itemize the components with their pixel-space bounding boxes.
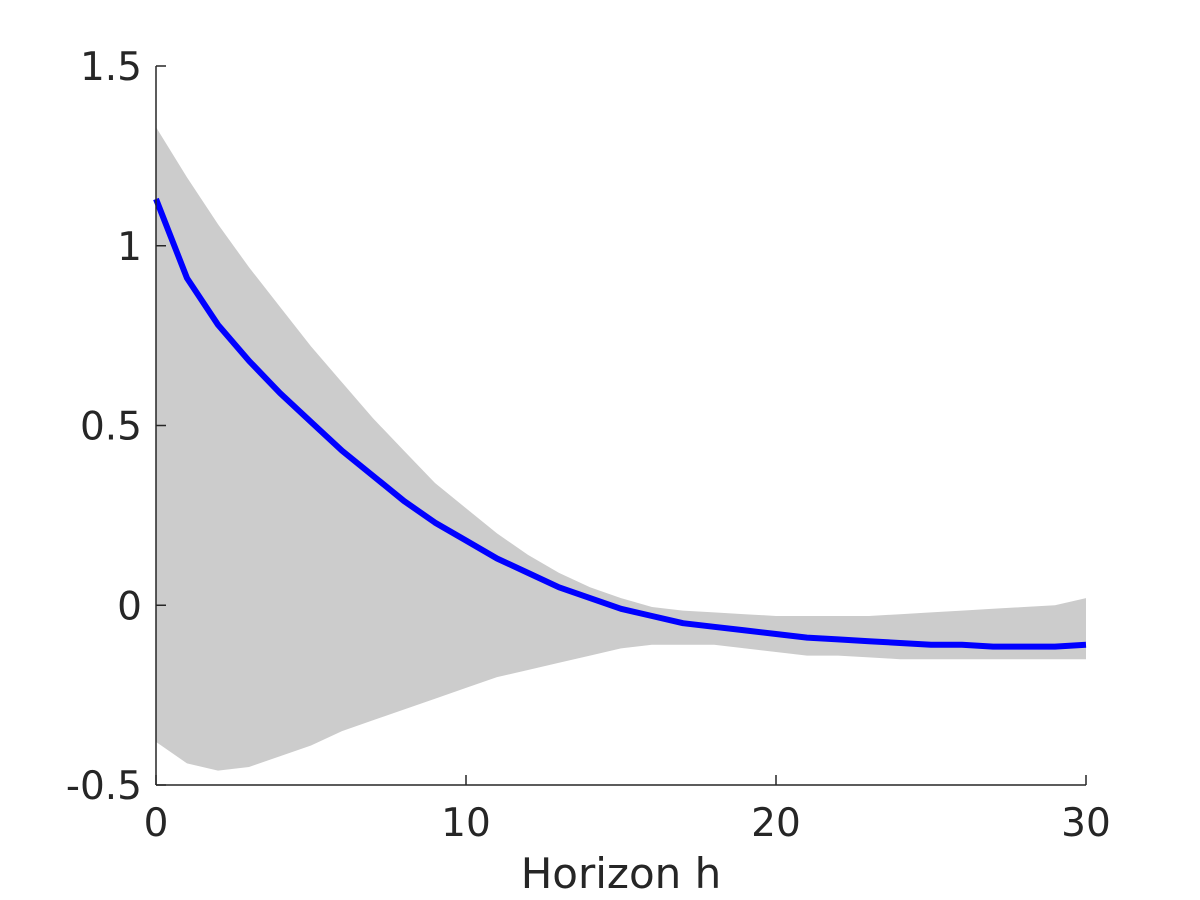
x-tick-label: 10: [441, 801, 491, 846]
x-axis-title: Horizon h: [521, 849, 722, 898]
x-tick-label: 0: [144, 801, 169, 846]
y-tick-label: 0: [117, 584, 142, 629]
tick-marks: 0 10 20 30-0.500.511.5: [66, 45, 1111, 846]
y-tick-label: 1: [117, 225, 142, 270]
y-tick-label: -0.5: [66, 764, 142, 809]
series-line: [153, 197, 1087, 650]
confidence-band: [156, 127, 1086, 771]
y-tick-label: 0.5: [80, 405, 142, 450]
plot-area: [153, 127, 1087, 771]
y-tick-label: 1.5: [80, 45, 142, 90]
x-tick-label: 30: [1061, 801, 1111, 846]
x-tick-label: 20: [751, 801, 801, 846]
